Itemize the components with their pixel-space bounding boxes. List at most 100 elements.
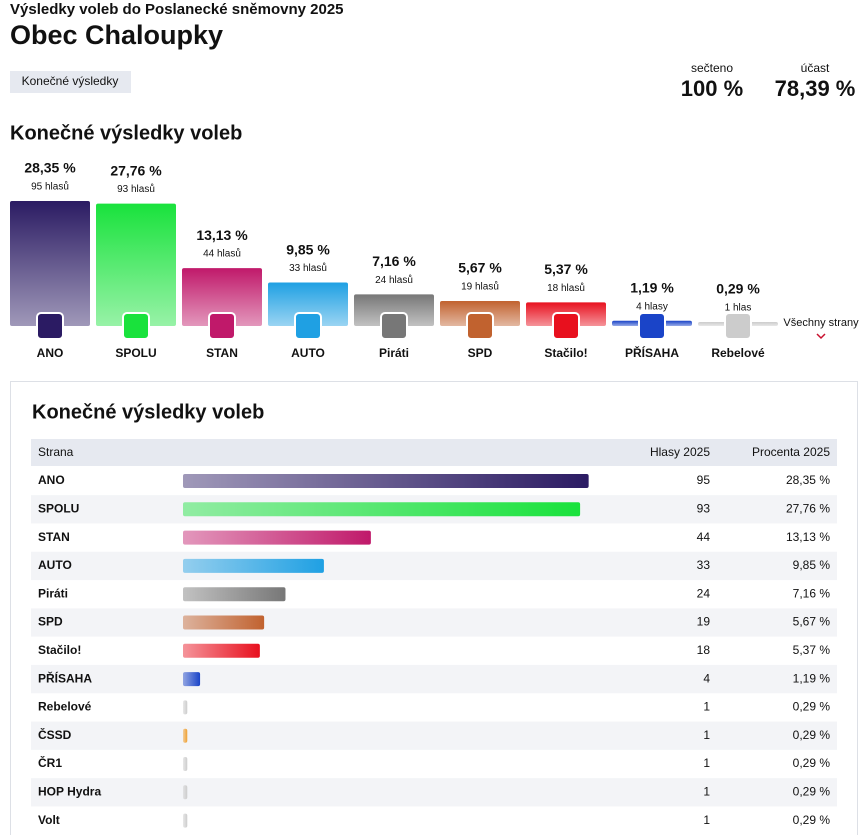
percent: 0,29 % [793,700,831,714]
votes: 19 [697,615,711,629]
bar [354,294,434,326]
counted-label: sečteno [691,61,733,75]
column-header: Strana [38,445,74,459]
percent: 0,29 % [793,756,831,770]
party-logo [638,312,666,340]
table-bar [183,757,188,771]
value-label: 5,67 % [458,260,502,276]
category-label: SPD [468,346,493,360]
table-bar [183,502,581,517]
bar [96,203,176,326]
votes: 1 [703,784,710,798]
party-name: Piráti [38,586,68,600]
table-bar [183,813,188,828]
more-arrow[interactable] [816,333,826,340]
table-bar [183,558,324,573]
value-label: 5,37 % [544,261,588,277]
category-label: Stačilo! [544,346,587,360]
votes: 1 [703,728,710,742]
percent: 9,85 % [793,558,831,572]
votes-label: 18 hlasů [547,282,585,294]
votes: 1 [703,756,710,770]
votes: 1 [703,700,710,714]
category-label: AUTO [291,346,325,360]
party-name: ČSSD [38,727,72,742]
votes-label: 19 hlasů [461,281,499,293]
votes: 24 [697,586,711,600]
table-bar [183,643,260,658]
column-header: Hlasy 2025 [650,445,710,459]
table-title: Konečné výsledky voleb [32,401,264,423]
row-background [31,664,837,694]
value-label: 7,16 % [372,253,416,269]
counted: 100 % [681,76,743,101]
table-bar [183,615,265,630]
party-logo [36,312,64,340]
category-label: Piráti [379,346,409,360]
table-bar [183,474,589,488]
party-name: Volt [38,813,60,827]
more-link[interactable]: Všechny strany [783,317,859,329]
value-label: 1,19 % [630,279,674,295]
party-name: SPD [38,615,63,629]
percent: 27,76 % [786,501,830,515]
value-label: 0,29 % [716,281,760,297]
bar [182,268,262,326]
bar [268,282,348,326]
bar [10,200,90,326]
value-label: 13,13 % [196,227,248,243]
party-name: Rebelové [38,700,92,714]
table-bar [183,728,188,743]
row-background [31,778,837,807]
percent: 5,37 % [793,643,831,657]
category-label: Rebelové [711,346,765,360]
table-bar [183,587,286,602]
turnout-label: účast [801,61,830,75]
percent: 0,29 % [793,784,831,798]
percent: 13,13 % [786,530,830,544]
category-label: ANO [37,346,64,360]
row-background [31,551,837,581]
votes: 4 [703,671,710,685]
percent: 1,19 % [793,671,831,685]
party-name: ČR1 [38,755,62,770]
supertitle: Výsledky voleb do Poslanecké sněmovny 20… [10,1,344,18]
party-name: SPOLU [38,501,79,515]
table-bar [183,672,201,687]
percent: 0,29 % [793,813,831,827]
party-logo [208,312,236,340]
tab-label[interactable]: Konečné výsledky [22,74,119,88]
percent: 28,35 % [786,473,830,487]
votes: 95 [697,473,711,487]
value-label: 28,35 % [24,160,76,176]
table-bar [183,530,371,545]
party-name: Stačilo! [38,643,81,657]
party-name: STAN [38,530,70,544]
party-logo [380,312,408,340]
party-logo [294,312,322,340]
votes-label: 44 hlasů [203,248,241,260]
percent: 0,29 % [793,728,831,742]
party-logo [122,312,150,340]
column-header: Procenta 2025 [752,445,830,459]
votes: 18 [697,643,711,657]
votes: 33 [697,558,711,572]
party-logo [724,312,752,340]
page-title: Obec Chaloupky [10,20,223,50]
percent: 7,16 % [793,586,831,600]
table-bar [183,700,188,715]
row-background [31,721,837,750]
party-name: HOP Hydra [38,784,101,798]
votes: 93 [697,501,711,515]
votes-label: 1 hlas [725,303,752,314]
votes-label: 24 hlasů [375,274,413,286]
party-name: AUTO [38,558,72,572]
party-logo [466,312,494,340]
value-label: 27,76 % [110,162,162,178]
votes: 1 [703,813,710,827]
tab[interactable] [10,71,131,93]
votes: 44 [697,530,711,544]
category-label: PŘÍSAHA [625,345,679,360]
chart-title: Konečné výsledky voleb [10,122,242,144]
